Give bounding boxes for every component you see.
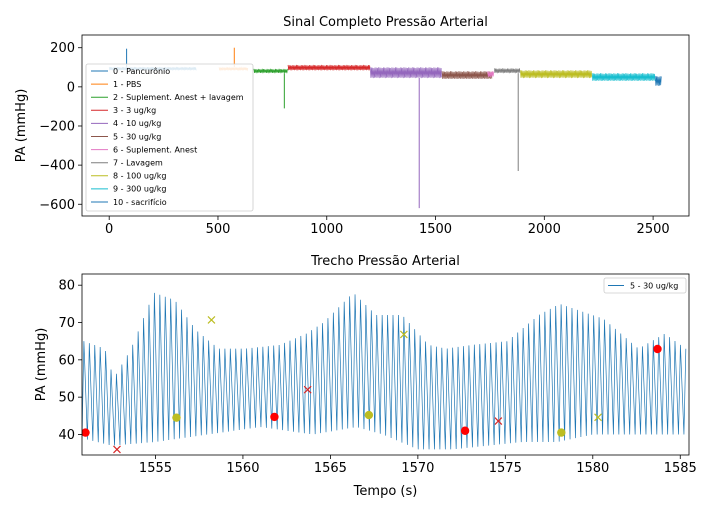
- top-series-4-line: [369, 67, 443, 79]
- olive-x-marker-1: [399, 330, 408, 339]
- top-legend-label-7: 7 - Lavagem: [113, 159, 163, 168]
- top-plot-legend: 0 - Pancurônio 1 - PBS 2 - Suplement. Anes…: [85, 63, 254, 212]
- bottom-series-line: [82, 292, 687, 450]
- bottom-ytick-label-1: 70: [58, 316, 75, 331]
- bottom-xtick-label-4: 1575: [489, 461, 522, 476]
- top-legend-label-1: 1 - PBS: [113, 80, 141, 89]
- red-dot-marker-0: [82, 428, 90, 437]
- olive-dot-marker-0: [172, 413, 181, 422]
- top-series-7-line: [493, 68, 521, 74]
- top-legend-label-5: 5 - 30 ug/kg: [113, 132, 161, 141]
- bottom-plot-area: [82, 292, 687, 454]
- top-plot-title: Sinal Completo Pressão Arterial: [283, 15, 488, 30]
- top-legend-label-0: 0 - Pancurônio: [113, 66, 170, 76]
- bottom-plot-markers-group: [82, 315, 662, 454]
- bottom-legend-frame: [603, 277, 687, 294]
- bottom-xtick-label-6: 1585: [664, 461, 697, 476]
- red-x-marker-0: [113, 445, 121, 454]
- olive-x-marker-0: [207, 315, 216, 324]
- top-plot: Sinal Completo Pressão Arterial 0 500 1000…: [14, 15, 690, 237]
- top-legend-label-10: 10 - sacrifício: [113, 198, 167, 207]
- olive-dot-marker-2: [557, 428, 566, 437]
- top-series-2-line: [253, 68, 288, 74]
- top-xtick-label-2: 1000: [310, 222, 343, 237]
- top-ytick-label-3: −400: [39, 159, 75, 174]
- top-series-6-line: [487, 71, 495, 78]
- top-ytick-label-1: 0: [67, 80, 75, 95]
- top-ytick-label-0: 200: [50, 41, 75, 56]
- bottom-ytick-label-3: 50: [58, 391, 75, 406]
- top-series-10-line: [654, 76, 662, 86]
- bottom-ytick-label-0: 80: [58, 279, 75, 294]
- top-legend-label-3: 3 - 3 ug/kg: [113, 106, 156, 115]
- top-xtick-label-0: 0: [105, 222, 113, 237]
- bottom-plot-axes: 1555 1560 1565 1570 1575 1580 1585 80 70 60 50 40: [58, 279, 696, 476]
- bottom-ytick-label-4: 40: [58, 428, 75, 443]
- top-legend-frame: [85, 63, 254, 212]
- top-legend-label-8: 8 - 100 ug/kg: [113, 172, 166, 181]
- bottom-plot-series-group: [82, 292, 687, 450]
- top-legend-label-4: 4 - 10 ug/kg: [113, 119, 161, 128]
- bottom-xtick-label-5: 1580: [576, 461, 609, 476]
- bottom-ytick-label-2: 60: [58, 353, 75, 368]
- top-xtick-label-3: 1500: [419, 222, 452, 237]
- top-ytick-label-4: −600: [39, 198, 75, 213]
- top-xtick-label-1: 500: [206, 222, 231, 237]
- top-series-3-line: [287, 64, 371, 71]
- bottom-xtick-label-1: 1560: [226, 461, 259, 476]
- top-series-8-line: [520, 70, 593, 79]
- bottom-plot-ylabel: PA (mmHg): [34, 328, 49, 402]
- bottom-legend-label: 5 - 30 ug/kg: [630, 281, 678, 290]
- top-ytick-label-2: −200: [39, 119, 75, 134]
- top-legend-label-9: 9 - 300 ug/kg: [113, 185, 166, 194]
- top-series-5-line: [441, 71, 493, 80]
- bottom-xtick-label-0: 1555: [139, 461, 172, 476]
- top-plot-ylabel: PA (mmHg): [14, 89, 29, 163]
- bottom-plot-frame: [81, 273, 690, 456]
- red-dot-marker-3: [653, 344, 662, 354]
- olive-x-marker-2: [594, 413, 602, 422]
- top-series-9-line: [591, 73, 656, 82]
- red-x-marker-2: [494, 417, 503, 425]
- top-legend-label-2: 2 - Suplement. Anest + lavagem: [113, 93, 244, 102]
- bottom-xtick-label-2: 1565: [314, 461, 347, 476]
- bottom-plot-title: Trecho Pressão Arterial: [310, 254, 460, 269]
- bottom-plot: Trecho Pressão Arterial 1555 1560 1565 1570…: [34, 254, 697, 499]
- bottom-xtick-label-3: 1570: [401, 461, 434, 476]
- top-legend-label-6: 6 - Suplement. Anest: [113, 145, 197, 154]
- bottom-plot-xlabel: Tempo (s): [353, 484, 418, 499]
- red-dot-marker-1: [270, 412, 279, 422]
- red-x-marker-1: [303, 385, 312, 394]
- top-xtick-label-4: 2000: [528, 222, 561, 237]
- top-xtick-label-5: 2500: [637, 222, 670, 237]
- red-dot-marker-2: [460, 426, 470, 435]
- bottom-plot-legend: 5 - 30 ug/kg: [603, 277, 687, 294]
- olive-dot-marker-1: [364, 410, 374, 420]
- top-plot-frame: [81, 34, 690, 217]
